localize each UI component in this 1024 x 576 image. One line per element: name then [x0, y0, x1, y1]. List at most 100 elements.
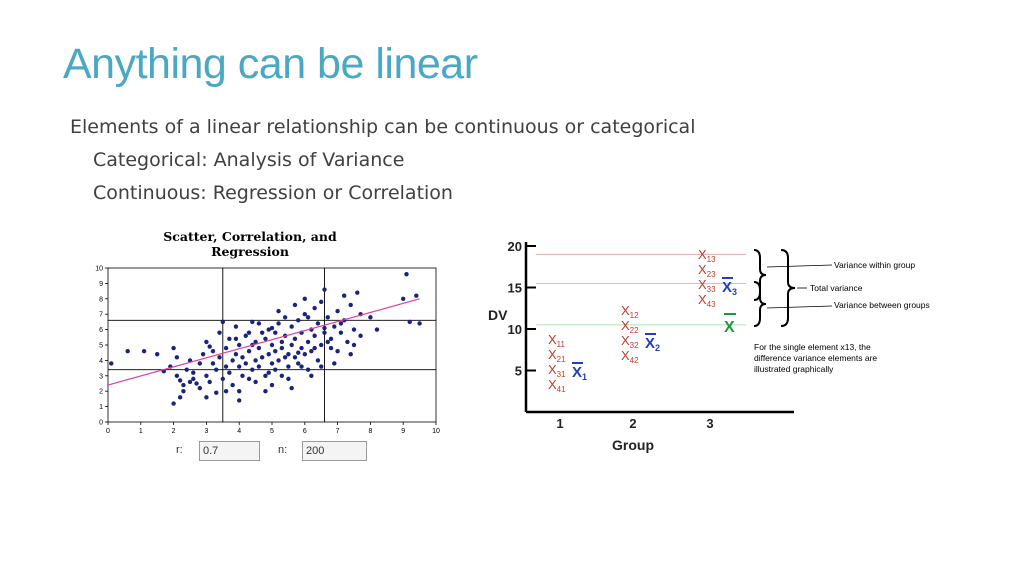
- scatter-point: [348, 352, 353, 357]
- scatter-point: [348, 302, 353, 308]
- bullet-continuous: Continuous: Regression or Correlation: [93, 182, 453, 204]
- scatter-point: [358, 333, 363, 338]
- note-line: difference variance elements are: [754, 353, 877, 363]
- scatter-point: [328, 345, 334, 351]
- x-tick-label: 0: [106, 428, 110, 435]
- scatter-point: [177, 395, 183, 400]
- y-tick-label: 6: [99, 327, 103, 334]
- scatter-point: [177, 378, 183, 383]
- scatter-point: [315, 321, 321, 326]
- group-element-label: X23: [698, 262, 716, 279]
- scatter-point: [351, 327, 357, 332]
- group-element-label: X42: [621, 348, 639, 365]
- brace-between: [753, 281, 767, 327]
- x-axis-label: Group: [612, 437, 654, 453]
- y-tick-label: 10: [508, 322, 522, 337]
- slide-title: Anything can be linear: [63, 40, 478, 88]
- scatter-point: [341, 293, 347, 298]
- scatter-point: [305, 367, 311, 372]
- x-tick-label: 7: [336, 428, 340, 435]
- scatter-point: [279, 345, 285, 351]
- scatter-point: [325, 315, 330, 320]
- x-tick-label: 1: [139, 428, 143, 435]
- scatter-point: [282, 355, 288, 360]
- grand-mean-label: X: [724, 319, 735, 336]
- scatter-point: [246, 348, 252, 354]
- y-tick-label: 5: [515, 364, 522, 379]
- x-tick-label: 9: [401, 428, 405, 435]
- scatter-point: [263, 389, 268, 394]
- scatter-title: Scatter, Correlation, and Regression: [163, 229, 337, 259]
- scatter-point: [417, 321, 422, 326]
- y-tick-label: 10: [95, 266, 103, 273]
- scatter-point: [200, 352, 206, 357]
- scatter-point: [187, 379, 193, 385]
- scatter-point: [305, 315, 311, 320]
- scatter-point: [319, 364, 324, 369]
- scatter-point: [276, 358, 281, 363]
- scatter-point: [237, 398, 242, 403]
- y-tick-label: 7: [99, 312, 103, 319]
- x-tick-label: 1: [556, 416, 563, 431]
- scatter-point: [322, 330, 327, 335]
- scatter-point: [319, 299, 324, 305]
- scatter-point: [289, 324, 294, 329]
- scatter-point: [181, 389, 186, 394]
- scatter-point: [237, 389, 242, 394]
- scatter-point: [223, 364, 229, 369]
- scatter-point: [253, 379, 258, 385]
- scatter-point: [269, 325, 275, 331]
- r-value-field[interactable]: 0.7: [199, 441, 260, 461]
- x-tick-label: 2: [629, 416, 636, 431]
- scatter-point: [256, 364, 262, 369]
- scatter-point: [227, 336, 232, 342]
- between-pointer-line: [766, 305, 833, 309]
- scatter-point: [243, 361, 248, 366]
- group-element-label: X32: [621, 333, 639, 350]
- note-line: illustrated graphically: [754, 364, 834, 374]
- y-tick-label: 3: [99, 373, 103, 380]
- group-mean-label: X2: [645, 335, 660, 353]
- scatter-point: [227, 370, 232, 375]
- n-value-field[interactable]: 200: [302, 441, 367, 461]
- scatter-point: [414, 293, 419, 298]
- scatter-point: [276, 308, 281, 314]
- scatter-point: [407, 319, 412, 325]
- scatter-point: [292, 302, 298, 308]
- scatter-point: [184, 367, 189, 372]
- scatter-point: [266, 327, 271, 332]
- scatter-point: [332, 361, 337, 366]
- scatter-point: [299, 345, 304, 351]
- group-mean-label: X3: [722, 279, 737, 297]
- between-label: Variance between groups: [834, 300, 930, 310]
- scatter-point: [240, 373, 245, 378]
- scatter-point: [292, 336, 298, 342]
- scatter-point: [279, 373, 285, 378]
- scatter-point: [256, 345, 262, 351]
- brace-total: [780, 249, 796, 327]
- scatter-point: [256, 321, 262, 326]
- note-line: For the single element x13, the: [754, 342, 871, 352]
- scatter-point: [210, 348, 216, 354]
- x-tick-label: 6: [303, 428, 307, 435]
- scatter-point: [404, 271, 409, 277]
- scatter-point: [246, 376, 252, 382]
- x-tick-label: 3: [706, 416, 713, 431]
- scatter-point: [259, 330, 265, 335]
- scatter-point: [338, 321, 344, 326]
- within-label: Variance within group: [834, 260, 915, 270]
- scatter-point: [250, 367, 255, 372]
- scatter-point: [230, 358, 235, 363]
- scatter-point: [374, 327, 380, 332]
- group-element-label: X43: [698, 292, 716, 309]
- y-tick-label: 9: [99, 281, 103, 288]
- scatter-point: [230, 382, 235, 388]
- scatter-point: [237, 364, 242, 369]
- y-tick-label: 2: [99, 389, 103, 396]
- scatter-point: [368, 315, 373, 320]
- scatter-point: [332, 324, 337, 329]
- scatter-point: [243, 333, 248, 338]
- scatter-point: [233, 336, 239, 342]
- y-tick-label: 5: [99, 343, 103, 350]
- scatter-point: [273, 367, 278, 372]
